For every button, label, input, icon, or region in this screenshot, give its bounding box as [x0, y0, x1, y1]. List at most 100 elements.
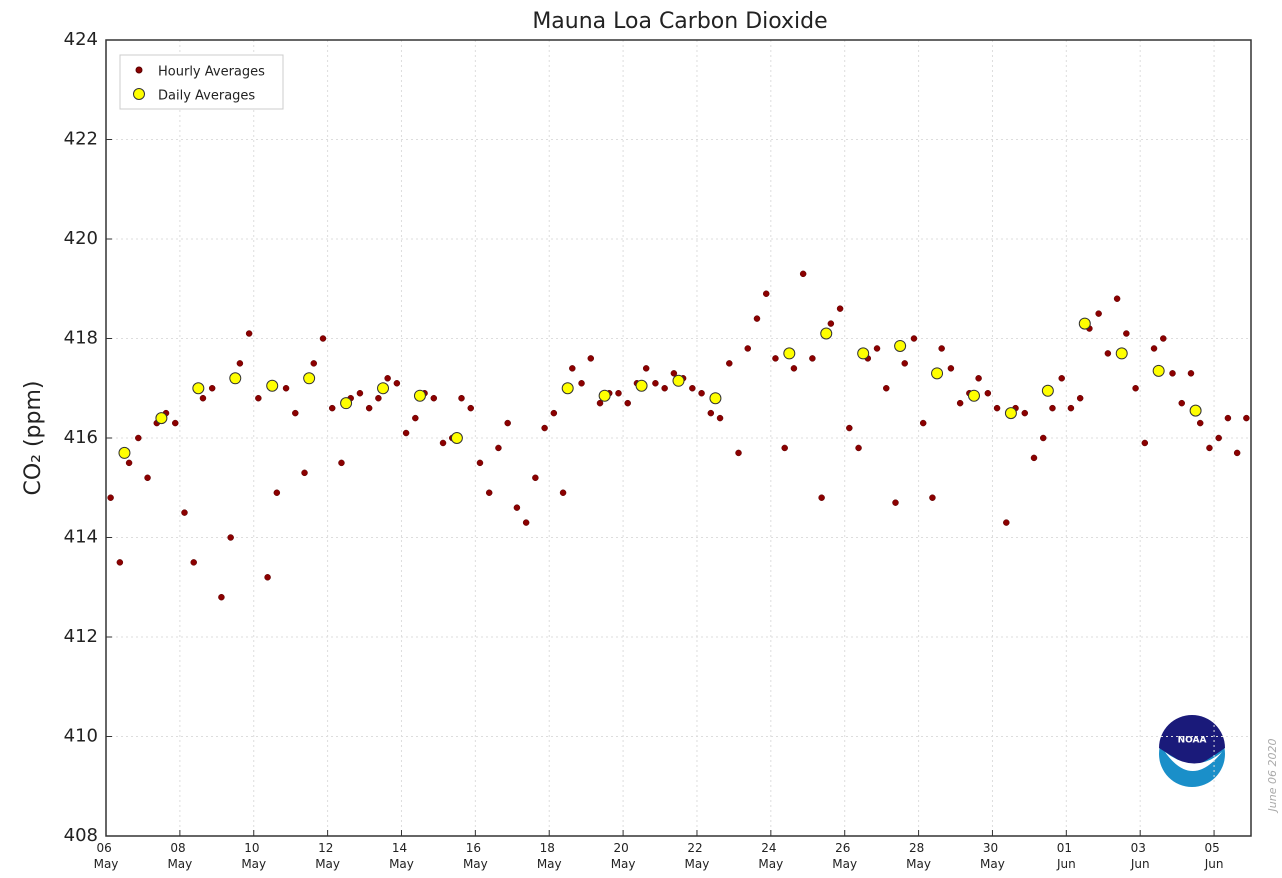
hourly-point: [929, 494, 936, 501]
noaa-logo: NOAA: [1159, 715, 1225, 787]
hourly-point: [762, 290, 770, 297]
x-tick-label: 28 May: [906, 841, 931, 871]
hourly-point: [707, 409, 715, 417]
hourly-point: [1224, 414, 1232, 422]
hourly-point: [1187, 370, 1195, 377]
hourly-point: [818, 494, 825, 501]
hourly-point: [1058, 375, 1065, 382]
hourly-point: [1049, 404, 1056, 412]
daily-point: [155, 412, 168, 425]
daily-point: [967, 389, 980, 402]
hourly-point: [984, 389, 992, 397]
hourly-point: [356, 389, 364, 397]
hourly-point: [919, 419, 927, 427]
hourly-point: [439, 439, 447, 447]
daily-point: [820, 327, 833, 340]
daily-point: [1115, 347, 1128, 360]
hourly-point: [1141, 439, 1149, 447]
hourly-point: [485, 489, 493, 496]
hourly-point: [1021, 409, 1029, 417]
hourly-point: [1113, 295, 1121, 302]
daily-point: [303, 372, 316, 385]
hourly-point: [670, 370, 678, 377]
hourly-point: [430, 394, 438, 402]
hourly-point: [883, 385, 890, 392]
date-annotation: June 06 2020: [1266, 739, 1279, 814]
daily-point: [561, 382, 574, 395]
hourly-point: [781, 444, 788, 452]
hourly-point: [1003, 519, 1010, 526]
hourly-point: [338, 459, 345, 467]
hourly-point: [532, 474, 539, 482]
daily-point: [1004, 407, 1017, 420]
hourly-point: [661, 385, 668, 392]
hourly-point: [319, 335, 327, 342]
daily-point: [635, 379, 648, 392]
hourly-point: [402, 429, 410, 437]
daily-point: [1041, 384, 1054, 397]
hourly-point: [328, 404, 336, 412]
hourly-point: [689, 385, 696, 392]
hourly-point: [956, 399, 964, 407]
hourly-point: [467, 404, 474, 412]
hourly-point: [245, 330, 253, 337]
hourly-point: [393, 380, 401, 387]
legend-box: [119, 54, 284, 110]
x-tick-label: 01 Jun: [1056, 841, 1076, 871]
hourly-point: [846, 424, 853, 432]
hourly-point: [578, 380, 585, 387]
hourly-point: [698, 389, 705, 397]
hourly-point: [504, 419, 511, 427]
hourly-point: [255, 394, 262, 402]
hourly-point: [735, 449, 742, 457]
x-tick-label: 26 May: [832, 841, 857, 871]
hourly-point: [264, 574, 271, 581]
legend-label: Daily Averages: [158, 89, 255, 104]
hourly-point: [744, 345, 752, 352]
hourly-point: [1243, 414, 1250, 422]
legend-marker: [135, 66, 143, 74]
x-tick-label: 10 May: [241, 841, 266, 871]
hourly-point: [550, 409, 558, 417]
y-tick-label: 414: [64, 527, 98, 548]
hourly-point: [107, 494, 114, 501]
daily-point: [1152, 364, 1165, 377]
hourly-point: [1206, 444, 1213, 452]
hourly-point: [1123, 330, 1130, 337]
hourly-point: [873, 345, 881, 352]
hourly-point: [218, 593, 225, 601]
hourly-point: [910, 335, 918, 342]
x-tick-label: 16 May: [463, 841, 488, 871]
hourly-point: [827, 320, 835, 327]
daily-point: [1189, 404, 1202, 417]
hourly-point: [476, 459, 484, 467]
plot-frame: [105, 39, 1252, 837]
y-tick-label: 410: [64, 726, 98, 747]
hourly-point: [292, 409, 299, 417]
hourly-point: [495, 444, 502, 452]
hourly-point: [384, 375, 391, 382]
logo-gull: [1165, 752, 1222, 771]
hourly-point: [1132, 385, 1139, 392]
hourly-point: [1196, 419, 1204, 427]
legend: Hourly Averages Daily Averages: [119, 54, 284, 110]
hourly-point: [569, 365, 576, 372]
y-axis-label: CO₂ (ppm): [21, 380, 46, 495]
hourly-point: [855, 444, 862, 452]
hourly-point: [947, 365, 955, 372]
hourly-point: [282, 385, 290, 392]
daily-point: [340, 397, 353, 410]
x-tick-label: 05 Jun: [1204, 841, 1224, 871]
hourly-point: [458, 394, 465, 402]
hourly-point: [1039, 434, 1047, 442]
x-tick-label: 14 May: [389, 841, 414, 871]
y-tick-label: 422: [64, 129, 98, 150]
daily-point: [931, 367, 944, 380]
hourly-point: [1067, 404, 1075, 412]
hourly-point: [273, 489, 281, 496]
x-tick-label: 24 May: [758, 841, 783, 871]
daily-point: [894, 339, 907, 352]
x-tick-label: 20 May: [611, 841, 636, 871]
daily-point: [413, 389, 426, 402]
